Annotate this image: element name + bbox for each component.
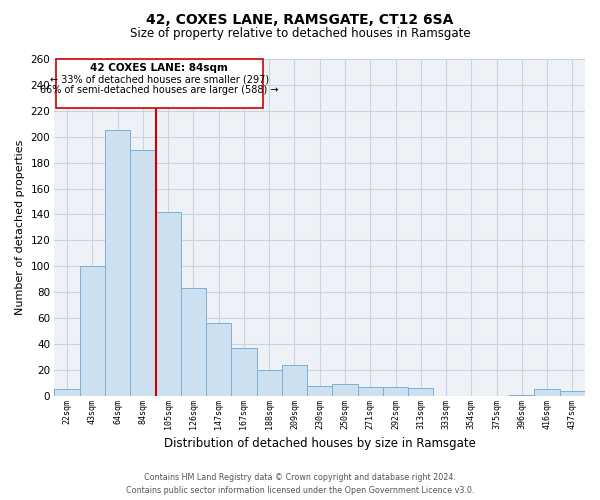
Text: Contains HM Land Registry data © Crown copyright and database right 2024.
Contai: Contains HM Land Registry data © Crown c… (126, 474, 474, 495)
Bar (155, 212, 181, 396)
Bar (206, 324, 232, 396)
Bar (332, 384, 358, 396)
Text: 66% of semi-detached houses are larger (588) →: 66% of semi-detached houses are larger (… (40, 85, 278, 95)
Y-axis label: Number of detached properties: Number of detached properties (15, 140, 25, 315)
Bar (509, 394, 535, 396)
Bar (55, 390, 80, 396)
Text: ← 33% of detached houses are smaller (297): ← 33% of detached houses are smaller (29… (50, 74, 269, 85)
Text: 42, COXES LANE, RAMSGATE, CT12 6SA: 42, COXES LANE, RAMSGATE, CT12 6SA (146, 12, 454, 26)
Text: Size of property relative to detached houses in Ramsgate: Size of property relative to detached ho… (130, 28, 470, 40)
Bar (232, 348, 257, 396)
Bar (257, 370, 282, 396)
Bar (105, 130, 130, 396)
Bar (383, 387, 408, 396)
Bar (307, 386, 332, 396)
Text: 42 COXES LANE: 84sqm: 42 COXES LANE: 84sqm (91, 63, 228, 73)
Bar (181, 288, 206, 396)
Bar (80, 266, 105, 396)
Bar (282, 365, 307, 396)
Bar (408, 388, 433, 396)
Bar (535, 390, 560, 396)
Bar (560, 390, 585, 396)
X-axis label: Distribution of detached houses by size in Ramsgate: Distribution of detached houses by size … (164, 437, 476, 450)
Bar (130, 150, 155, 396)
FancyBboxPatch shape (56, 59, 263, 108)
Bar (358, 387, 383, 396)
